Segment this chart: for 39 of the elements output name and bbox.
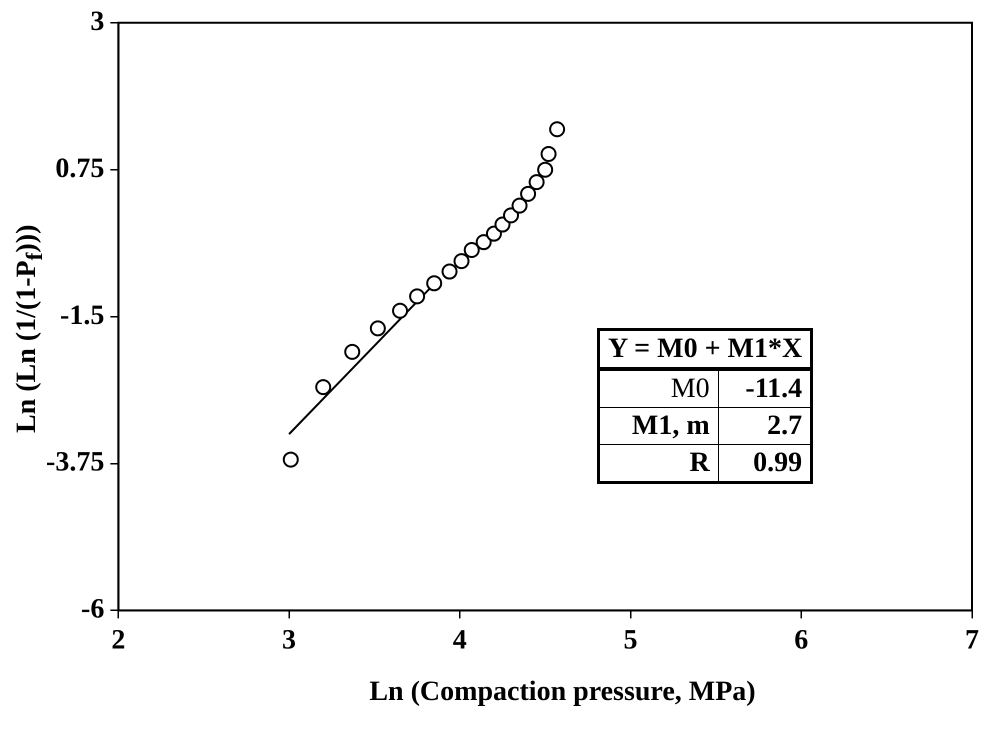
annotation: M1, m [598, 407, 718, 444]
x-tick-label: 7 [965, 624, 979, 656]
point [370, 320, 386, 336]
x-tick-label: 3 [282, 624, 296, 656]
point [494, 216, 510, 233]
x-tick-label: 6 [794, 624, 808, 656]
y-tick-label: -1.5 [60, 300, 104, 331]
point [540, 146, 557, 162]
y-tick-label: 3 [90, 6, 104, 38]
y-tick-label: 0.75 [55, 152, 104, 184]
point [476, 234, 492, 250]
point [503, 207, 520, 224]
point [426, 275, 442, 292]
x-tick-label: 4 [452, 624, 467, 656]
point [520, 186, 536, 202]
annotation: 2.7 [718, 407, 812, 444]
point [315, 379, 332, 396]
annotation: 0.99 [718, 444, 812, 482]
annotation: -11.4 [718, 368, 812, 408]
y-tick-label: -3.75 [46, 446, 104, 478]
annotation: R [598, 444, 718, 482]
x-tick-label: 2 [111, 624, 126, 656]
point [486, 226, 502, 242]
x-tick-label: 5 [624, 624, 638, 656]
x-axis-title: Ln (Compaction pressure, MPa) [368, 676, 757, 708]
point [512, 198, 528, 214]
point [442, 264, 458, 280]
point [528, 174, 545, 190]
point [537, 162, 554, 178]
annotation: Y = M0 + M1*X [598, 329, 812, 369]
y-tick-label: -6 [80, 594, 104, 625]
point [454, 253, 470, 270]
point [344, 344, 360, 360]
annotation: M0 [598, 368, 718, 408]
point [464, 242, 480, 258]
point [392, 302, 408, 319]
point [409, 288, 426, 304]
point [549, 121, 566, 138]
point [282, 452, 299, 468]
